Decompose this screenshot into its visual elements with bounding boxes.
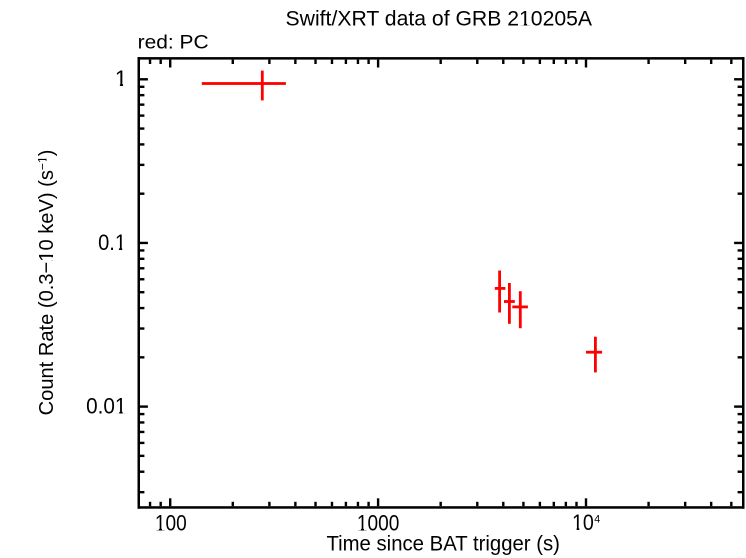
svg-text:Swift/XRT data of GRB 210205A: Swift/XRT data of GRB 210205A [286,7,593,30]
svg-text:1: 1 [115,66,127,91]
svg-text:1000: 1000 [357,510,399,535]
svg-text:red: PC: red: PC [138,32,209,54]
svg-text:4: 4 [594,514,600,526]
svg-text:−1: −1 [35,156,49,170]
svg-text:Count Rate (0.3−10 keV) (s: Count Rate (0.3−10 keV) (s [35,170,58,415]
svg-text:0.01: 0.01 [86,393,126,418]
svg-text:100: 100 [155,510,187,535]
svg-text:Time since BAT trigger (s): Time since BAT trigger (s) [326,531,560,555]
svg-text:10: 10 [572,510,594,535]
svg-text:0.1: 0.1 [98,230,126,255]
svg-text:): ) [35,150,58,157]
